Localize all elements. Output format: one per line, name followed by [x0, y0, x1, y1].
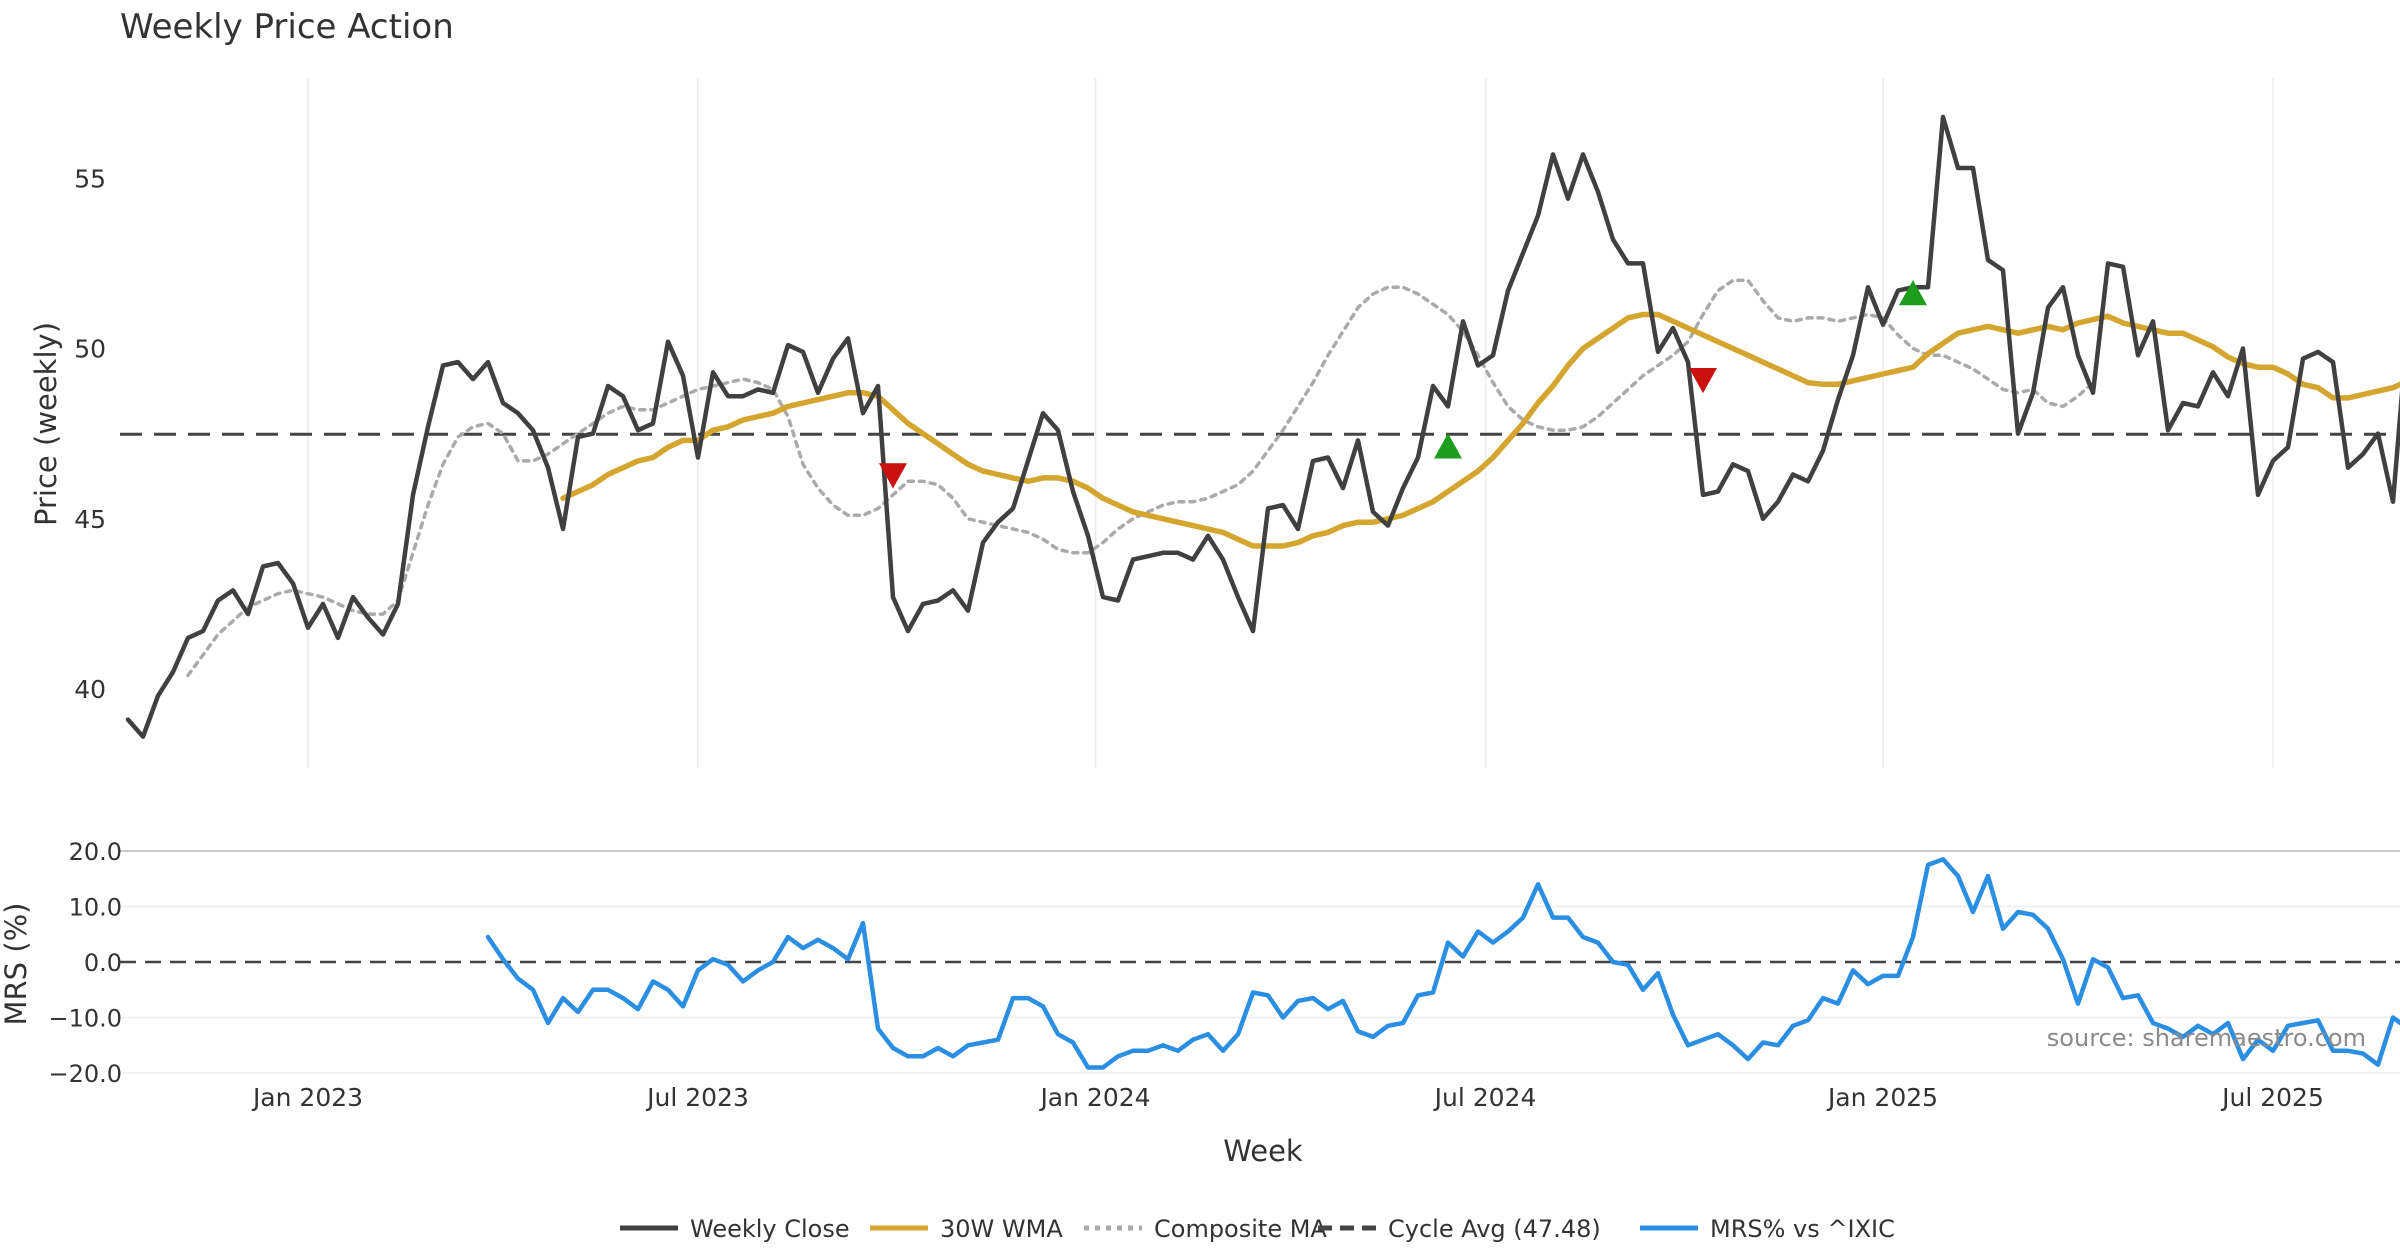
price-y-tick-2: 50: [74, 335, 106, 364]
x-tick-3: Jul 2024: [1433, 1083, 1537, 1112]
sell-signal-marker-0: [879, 463, 907, 489]
price-series: [125, 114, 2400, 739]
x-axis-label: Week: [1223, 1134, 1303, 1168]
source-annotation: source: sharemaestro.com: [2047, 1024, 2366, 1052]
price-y-tick-labels: 40 45 50 55: [74, 164, 106, 704]
buy-signal-marker-3: [1899, 280, 1927, 306]
mrs-y-tick-0: 20.0: [69, 838, 122, 866]
x-tick-1: Jul 2023: [645, 1083, 749, 1112]
legend-label-3: Cycle Avg (47.48): [1388, 1215, 1601, 1243]
legend-label-1: 30W WMA: [940, 1215, 1063, 1243]
mrs-y-tick-1: 10.0: [69, 894, 122, 922]
series-mrs: [485, 857, 2400, 1070]
price-y-tick-3: 55: [74, 164, 106, 193]
mrs-y-tick-2: 0.0: [84, 949, 122, 977]
price-y-tick-1: 45: [74, 505, 106, 534]
mrs-y-tick-labels: 20.0 10.0 0.0 −10.0 −20.0: [48, 838, 122, 1088]
mrs-gridlines: [120, 850, 2400, 1074]
mrs-y-axis-label: MRS (%): [0, 903, 33, 1026]
x-tick-labels: Jan 2023 Jul 2023 Jan 2024 Jul 2024 Jan 2025…: [251, 1083, 2324, 1112]
mrs-y-tick-4: −20.0: [48, 1060, 122, 1088]
chart-title: Weekly Price Action: [120, 7, 454, 47]
sell-signal-marker-2: [1689, 367, 1717, 394]
price-gridlines: [307, 78, 2274, 768]
mrs-series: [485, 857, 2400, 1070]
legend-label-0: Weekly Close: [690, 1215, 850, 1243]
legend-label-4: MRS% vs ^IXIC: [1710, 1215, 1895, 1243]
x-tick-5: Jul 2025: [2220, 1083, 2324, 1112]
legend: Weekly Close 30W WMA Composite MA Cycle Avg…: [620, 1215, 1895, 1243]
price-y-tick-0: 40: [74, 675, 106, 704]
buy-signal-marker-1: [1434, 433, 1462, 459]
mrs-y-tick-3: −10.0: [48, 1005, 122, 1033]
legend-label-2: Composite MA: [1154, 1215, 1327, 1243]
price-y-axis-label: Price (weekly): [29, 322, 63, 526]
x-tick-4: Jan 2025: [1826, 1083, 1938, 1112]
x-tick-0: Jan 2023: [251, 1083, 363, 1112]
signal-markers: [879, 280, 1927, 489]
x-tick-2: Jan 2024: [1038, 1083, 1150, 1112]
series-weekly-close: [125, 114, 2400, 739]
